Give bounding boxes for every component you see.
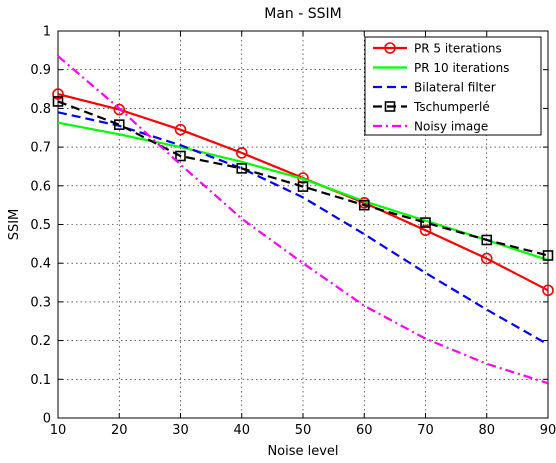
data-point-marker bbox=[419, 224, 432, 237]
x-tick-label: 60 bbox=[356, 423, 373, 438]
data-point-marker bbox=[420, 217, 431, 228]
data-point-marker bbox=[174, 123, 187, 136]
data-point-marker bbox=[113, 103, 126, 116]
series-group bbox=[52, 96, 554, 261]
series-lines bbox=[52, 55, 554, 385]
data-point-marker bbox=[236, 163, 248, 174]
y-tick-label: 0 bbox=[43, 412, 51, 427]
y-axis-title: SSIM bbox=[7, 209, 22, 241]
data-point-marker bbox=[542, 250, 554, 261]
chart-title: Man - SSIM bbox=[264, 6, 341, 22]
legend-item: PR 10 iterations bbox=[373, 61, 509, 75]
legend-label: PR 10 iterations bbox=[414, 61, 509, 75]
data-point-marker bbox=[480, 252, 493, 265]
data-point-marker bbox=[113, 119, 125, 130]
series-group bbox=[57, 111, 549, 346]
legend-label: Bilateral filter bbox=[414, 81, 496, 95]
legend-item: Noisy image bbox=[373, 120, 488, 134]
series-line bbox=[57, 121, 549, 262]
legend-label: PR 5 iterations bbox=[414, 42, 502, 56]
series-line bbox=[57, 111, 549, 346]
data-point-marker bbox=[297, 181, 309, 192]
y-tick-label: 0.5 bbox=[30, 218, 51, 233]
series-line bbox=[57, 55, 549, 385]
data-point-marker bbox=[384, 101, 396, 112]
legend-label: Tschumperlé bbox=[413, 100, 490, 114]
data-point-marker bbox=[358, 199, 370, 211]
data-point-marker bbox=[52, 96, 64, 107]
legend-label: Noisy image bbox=[414, 120, 488, 134]
x-tick-label: 10 bbox=[50, 423, 67, 438]
x-tick-label: 70 bbox=[417, 423, 434, 438]
series-group bbox=[57, 121, 549, 262]
y-tick-label: 0.8 bbox=[30, 102, 51, 117]
y-tick-label: 0.9 bbox=[30, 63, 51, 78]
x-tick-label: 90 bbox=[540, 423, 556, 438]
y-tick-label: 1 bbox=[43, 25, 51, 40]
y-tick-label: 0.3 bbox=[30, 295, 51, 310]
y-tick-label: 0.1 bbox=[30, 373, 51, 388]
data-point-marker bbox=[481, 234, 493, 246]
y-tick-label: 0.2 bbox=[30, 334, 51, 349]
legend-item: Tschumperlé bbox=[373, 100, 490, 114]
series-group bbox=[57, 55, 549, 385]
x-tick-label: 80 bbox=[478, 423, 495, 438]
axis-ticks: 10 20 30 40 50 60 70 80 90 0 0.1 0.2 0.3 0.4 0.5 0.6 0.7… bbox=[30, 25, 556, 439]
y-tick-label: 0.7 bbox=[30, 141, 51, 156]
data-point-marker bbox=[175, 150, 186, 162]
x-tick-label: 30 bbox=[172, 423, 189, 438]
y-tick-label: 0.4 bbox=[30, 257, 51, 272]
series-line bbox=[57, 100, 549, 257]
x-axis-title: Noise level bbox=[267, 444, 338, 459]
x-tick-label: 40 bbox=[233, 423, 250, 438]
data-point-marker bbox=[235, 147, 248, 159]
x-tick-label: 20 bbox=[111, 423, 128, 438]
legend-item: Bilateral filter bbox=[373, 81, 496, 95]
legend: PR 5 iterations PR 10 iterations Bilateral… bbox=[364, 36, 542, 136]
x-tick-label: 50 bbox=[295, 423, 312, 438]
legend-item: PR 5 iterations bbox=[373, 42, 502, 56]
data-point-marker bbox=[52, 88, 64, 100]
y-tick-label: 0.6 bbox=[30, 179, 51, 194]
data-point-marker bbox=[542, 284, 554, 297]
data-point-marker bbox=[384, 42, 396, 54]
